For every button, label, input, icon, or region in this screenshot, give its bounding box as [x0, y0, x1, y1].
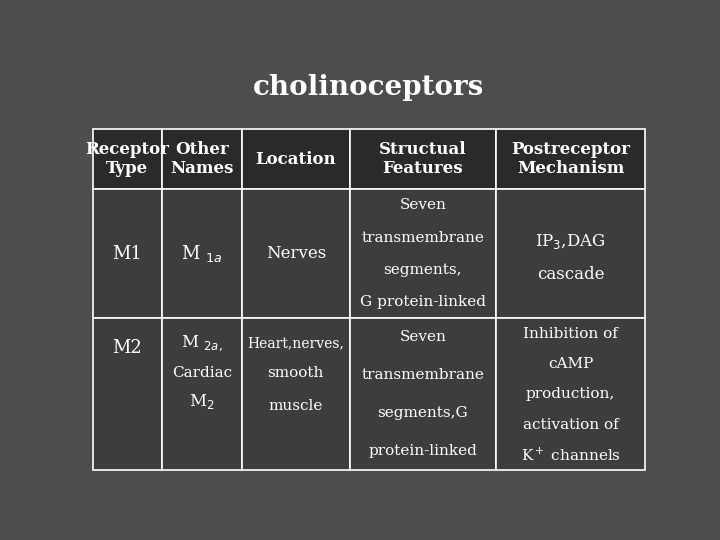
Text: M$_2$: M$_2$ [189, 392, 215, 411]
Text: activation of: activation of [523, 417, 618, 431]
Bar [496, 189, 645, 319]
Bar [93, 129, 162, 189]
Bar [93, 319, 162, 470]
Bar [93, 189, 162, 319]
Bar [162, 319, 242, 470]
Text: protein-linked: protein-linked [369, 444, 477, 458]
Text: Receptor
Type: Receptor Type [85, 141, 169, 177]
Text: Structual
Features: Structual Features [379, 141, 467, 177]
Text: M2: M2 [112, 339, 142, 356]
Text: Seven: Seven [400, 198, 446, 212]
Text: production,: production, [526, 387, 616, 401]
Text: Other
Names: Other Names [170, 141, 233, 177]
Bar [496, 129, 645, 189]
Text: Seven: Seven [400, 330, 446, 345]
Text: Location: Location [256, 151, 336, 167]
Text: smooth: smooth [268, 366, 324, 380]
Bar [350, 129, 496, 189]
Text: cascade: cascade [537, 266, 604, 283]
Bar [242, 189, 350, 319]
Text: transmembrane: transmembrane [361, 368, 485, 382]
Text: transmembrane: transmembrane [361, 231, 485, 245]
Text: G protein-linked: G protein-linked [360, 295, 486, 309]
Bar [162, 129, 242, 189]
Text: K$^+$ channels: K$^+$ channels [521, 447, 621, 464]
Text: Heart,nerves,: Heart,nerves, [248, 336, 344, 350]
Text: segments,G: segments,G [377, 406, 468, 420]
Bar [162, 189, 242, 319]
Bar [496, 319, 645, 470]
Bar [242, 319, 350, 470]
Text: Inhibition of: Inhibition of [523, 327, 618, 341]
Text: Cardiac: Cardiac [172, 366, 232, 380]
Text: M $_{1a}$: M $_{1a}$ [181, 243, 222, 264]
Bar [350, 189, 496, 319]
Text: M1: M1 [112, 245, 143, 262]
Text: muscle: muscle [269, 399, 323, 413]
Text: cholinoceptors: cholinoceptors [253, 74, 485, 101]
Bar [350, 319, 496, 470]
Text: IP$_3$,DAG: IP$_3$,DAG [536, 232, 606, 251]
Bar [242, 129, 350, 189]
Text: segments,: segments, [384, 263, 462, 277]
Text: cAMP: cAMP [548, 357, 593, 371]
Text: Postreceptor
Mechanism: Postreceptor Mechanism [511, 141, 630, 177]
Text: Nerves: Nerves [266, 245, 326, 262]
Text: M $_{2a,}$: M $_{2a,}$ [181, 334, 222, 353]
